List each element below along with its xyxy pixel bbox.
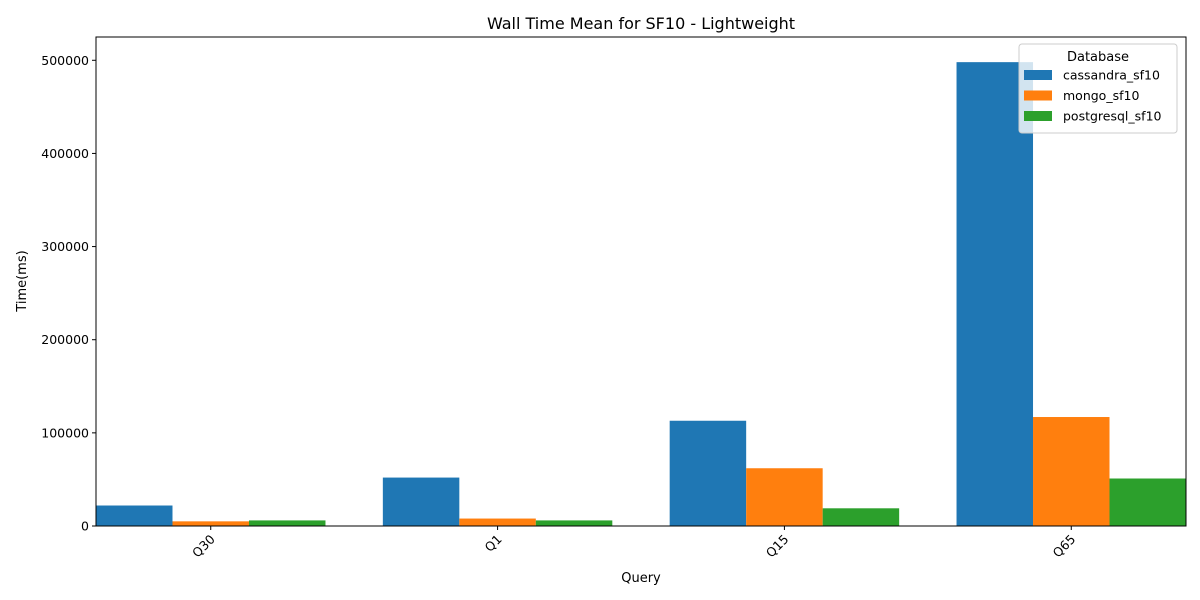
y-tick-label: 0 — [81, 519, 89, 534]
bar-postgresql_sf10-Q1 — [535, 520, 613, 526]
legend-label-mongo_sf10: mongo_sf10 — [1063, 88, 1139, 103]
y-tick-label: 300000 — [41, 239, 89, 254]
bar-postgresql_sf10-Q30 — [248, 520, 326, 526]
legend-label-cassandra_sf10: cassandra_sf10 — [1063, 68, 1160, 83]
bar-cassandra_sf10-Q1 — [382, 477, 460, 526]
chart-title: Wall Time Mean for SF10 - Lightweight — [487, 14, 795, 33]
legend: Database cassandra_sf10 mongo_sf10postgre… — [1018, 43, 1178, 134]
x-axis-label: Query — [621, 571, 661, 586]
legend-box — [1018, 43, 1178, 134]
bar-cassandra_sf10-Q15 — [669, 420, 747, 526]
x-tick-label-Q30: Q30 — [189, 531, 218, 560]
y-axis: 0 100000 200000 300000 400000 500000 — [41, 53, 96, 534]
x-tick-label-Q15: Q15 — [763, 532, 792, 561]
y-tick-label: 200000 — [41, 332, 89, 347]
plot-frame — [95, 36, 1187, 527]
y-axis-label: Time(ms) — [15, 250, 30, 312]
bar-mongo_sf10-Q30 — [172, 521, 249, 526]
legend-swatch-postgresql_sf10 — [1024, 111, 1052, 121]
x-tick-label-Q1: Q1 — [482, 532, 505, 555]
legend-swatch-cassandra_sf10 — [1024, 70, 1052, 80]
bar-postgresql_sf10-Q15 — [822, 508, 900, 526]
legend-title: Database — [1067, 50, 1129, 65]
bar-cassandra_sf10-Q65 — [956, 62, 1034, 527]
legend-items: cassandra_sf10 mongo_sf10 postgresql_sf10 — [1024, 68, 1162, 124]
bar-mongo_sf10-Q1 — [459, 518, 536, 526]
bar-cassandra_sf10-Q30 — [96, 505, 173, 526]
legend-swatch-mongo_sf10 — [1024, 90, 1052, 101]
y-tick-label: 500000 — [41, 53, 89, 68]
bar-mongo_sf10-Q65 — [1033, 417, 1110, 526]
bars-group — [96, 62, 1186, 527]
bar-postgresql_sf10-Q65 — [1109, 478, 1186, 526]
legend-label-postgresql_sf10: postgresql_sf10 — [1063, 109, 1162, 124]
y-tick-label: 100000 — [41, 425, 89, 440]
x-tick-label-Q65: Q65 — [1050, 532, 1079, 561]
bar-mongo_sf10-Q15 — [746, 468, 823, 526]
y-tick-label: 400000 — [41, 146, 89, 161]
x-axis: Q30 Q1 Q15 Q65 — [189, 526, 1078, 560]
